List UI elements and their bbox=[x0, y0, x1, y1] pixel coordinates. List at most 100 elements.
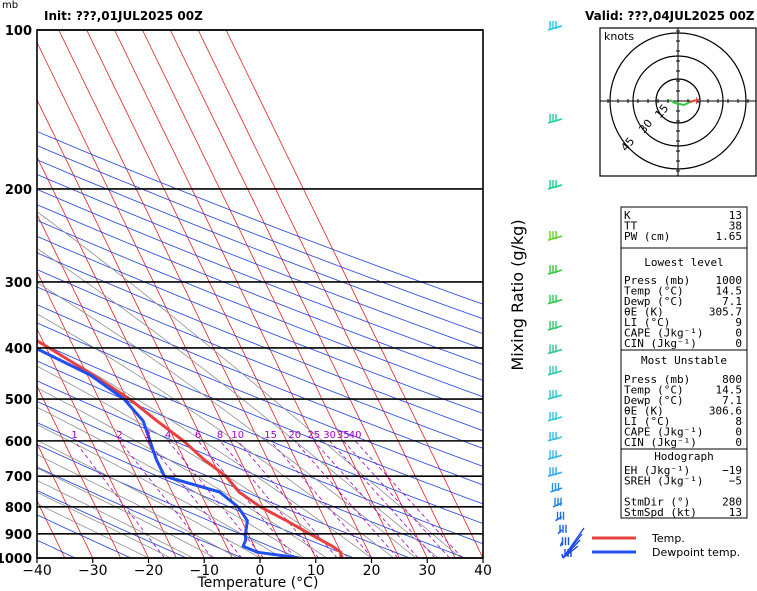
wind-barb bbox=[547, 390, 563, 400]
dry-adiabat bbox=[37, 322, 483, 505]
isotherm-line bbox=[225, 30, 483, 558]
pressure-tick-label: 400 bbox=[5, 342, 32, 357]
index-label: Press (mb) bbox=[624, 373, 690, 386]
index-section-title: Hodograph bbox=[654, 450, 714, 463]
mixing-ratio-label: 3 bbox=[144, 430, 150, 441]
moist-adiabat bbox=[37, 503, 149, 558]
index-label: LI (°C) bbox=[624, 316, 670, 329]
dry-adiabat bbox=[37, 422, 355, 558]
wind-barb bbox=[550, 483, 563, 493]
mixing-ratio-label: 30 bbox=[323, 430, 336, 441]
wind-barb bbox=[547, 431, 563, 442]
dry-adiabat bbox=[37, 219, 483, 398]
index-value: 14.5 bbox=[716, 285, 743, 298]
wind-barb bbox=[547, 231, 563, 241]
index-value: 38 bbox=[729, 220, 742, 233]
index-value: 306.6 bbox=[709, 405, 742, 418]
moist-adiabat bbox=[37, 491, 171, 558]
index-value: 0 bbox=[735, 436, 742, 449]
index-label: Dewp (°C) bbox=[624, 295, 684, 308]
dry-adiabat bbox=[37, 204, 483, 381]
pressure-tick-label: 1000 bbox=[0, 552, 32, 567]
index-label: CAPE (Jkg⁻¹) bbox=[624, 327, 703, 340]
wind-barbs bbox=[547, 21, 585, 559]
mixing-ratio-line bbox=[197, 440, 296, 558]
barb-staff bbox=[547, 269, 563, 275]
dry-adiabat bbox=[37, 188, 483, 365]
barb-staff bbox=[547, 184, 563, 190]
mixing-ratio-label: 40 bbox=[349, 430, 362, 441]
index-label: Press (mb) bbox=[624, 274, 690, 287]
barb-staff bbox=[547, 118, 563, 124]
barb-staff bbox=[547, 325, 563, 331]
wind-barb bbox=[547, 365, 563, 376]
barb-staff bbox=[547, 416, 563, 422]
index-value: 7.1 bbox=[722, 295, 742, 308]
isotherm-line bbox=[58, 30, 317, 558]
mixing-ratio-line bbox=[270, 440, 373, 558]
x-axis-title: Temperature (°C) bbox=[197, 575, 319, 591]
dry-adiabat bbox=[37, 269, 483, 449]
hodograph-label: knots bbox=[604, 30, 634, 43]
dry-adiabat bbox=[37, 286, 483, 467]
index-label: θE (K) bbox=[624, 306, 664, 319]
dry-adiabat bbox=[37, 514, 132, 558]
index-label: CIN (Jkg⁻¹) bbox=[624, 337, 697, 350]
pressure-tick-label: 800 bbox=[5, 501, 32, 516]
plot-lines bbox=[37, 30, 483, 558]
mixing-ratio-line bbox=[354, 440, 463, 558]
hodograph-trace-upper bbox=[689, 99, 698, 103]
mixing-ratio-line bbox=[294, 440, 399, 558]
index-value: 8 bbox=[735, 415, 742, 428]
temp-tick-label: 40 bbox=[474, 563, 492, 579]
axis-labels: 1 2 3 4 6 8 10 15 20 25 30 35 4010020030040050060070… bbox=[0, 24, 492, 579]
mixing-ratio-line bbox=[313, 440, 419, 558]
index-label: LI (°C) bbox=[624, 415, 670, 428]
index-label: CAPE (Jkg⁻¹) bbox=[624, 426, 703, 439]
index-value: 14.5 bbox=[716, 384, 743, 397]
index-label: SREH (Jkg⁻¹) bbox=[624, 475, 703, 488]
pressure-tick-label: 300 bbox=[5, 276, 32, 291]
barb-staff bbox=[547, 471, 563, 477]
dry-adiabat bbox=[37, 235, 483, 414]
plot-area bbox=[37, 30, 483, 558]
legend-label: Dewpoint temp. bbox=[652, 546, 740, 559]
index-value: 0 bbox=[735, 337, 742, 350]
temperature-profile bbox=[37, 338, 343, 558]
barb-staff bbox=[550, 487, 563, 493]
mixing-ratio-line bbox=[74, 440, 165, 558]
index-label: EH (Jkg⁻¹) bbox=[624, 464, 690, 477]
storm-motion-marker: + bbox=[692, 94, 701, 107]
index-label: StmDir (°) bbox=[624, 496, 690, 509]
index-value: 13 bbox=[729, 209, 742, 222]
wind-barb bbox=[547, 467, 563, 477]
mixing-ratio-label: 15 bbox=[264, 430, 277, 441]
barb-staff bbox=[547, 235, 563, 241]
wind-barb bbox=[547, 265, 563, 275]
index-value: 0 bbox=[735, 426, 742, 439]
dry-adiabat bbox=[37, 145, 483, 320]
temp-tick-label: 20 bbox=[363, 563, 381, 579]
isotherm-line bbox=[37, 442, 94, 558]
isotherm-line bbox=[37, 385, 121, 558]
index-section-title: Lowest level bbox=[644, 256, 723, 269]
pressure-unit-label: mb bbox=[2, 0, 18, 11]
mixing-ratio-label: 2 bbox=[116, 430, 122, 441]
index-value: −19 bbox=[722, 464, 742, 477]
index-value: 13 bbox=[729, 506, 742, 519]
isotherm-line bbox=[197, 30, 456, 558]
mixing-ratio-label: 8 bbox=[217, 430, 223, 441]
index-section-title: Most Unstable bbox=[641, 354, 727, 367]
valid-time-label: Valid: ???,04JUL2025 00Z bbox=[585, 9, 755, 23]
barb-staff bbox=[547, 436, 563, 442]
temp-tick-label: 10 bbox=[307, 563, 325, 579]
index-value: 7.1 bbox=[722, 394, 742, 407]
pressure-tick-label: 700 bbox=[5, 470, 32, 485]
wind-barb bbox=[547, 450, 563, 460]
wind-barb bbox=[547, 179, 563, 190]
legend: Temp.Dewpoint temp. bbox=[592, 532, 740, 559]
barb-staff bbox=[559, 541, 563, 547]
dry-adiabat bbox=[37, 173, 483, 350]
temp-tick-label: −30 bbox=[78, 563, 108, 579]
moist-adiabat bbox=[37, 479, 194, 558]
